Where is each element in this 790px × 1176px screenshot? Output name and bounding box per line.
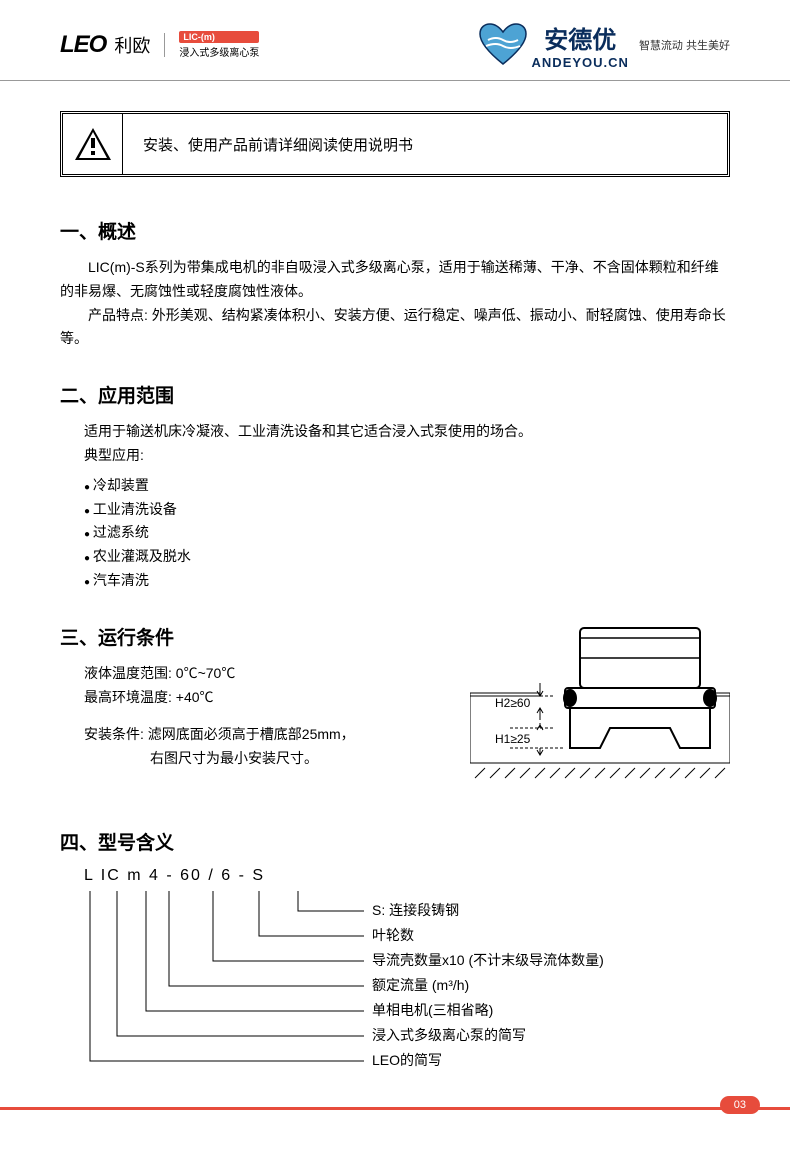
cond-l3: 安装条件: 滤网底面必须高于槽底部25mm， xyxy=(84,723,450,747)
section-conditions: 三、运行条件 液体温度范围: 0℃~70℃ 最高环境温度: +40℃ 安装条件:… xyxy=(60,623,730,798)
list-item: 工业清洗设备 xyxy=(84,498,730,522)
product-badge: LIC-(m) xyxy=(179,31,259,43)
brand-text: 安德优 ANDEYOU.CN xyxy=(532,20,629,70)
svg-text:LEO的简写: LEO的简写 xyxy=(372,1052,442,1068)
app-intro2: 典型应用: xyxy=(84,444,730,468)
product-subtitle: 浸入式多级离心泵 xyxy=(179,44,259,59)
brand-cn: 安德优 xyxy=(544,20,616,55)
warning-icon xyxy=(63,114,123,174)
dim-h1: H1≥25 xyxy=(495,732,531,746)
overview-p1: LIC(m)-S系列为带集成电机的非自吸浸入式多级离心泵，适用于输送稀薄、干净、… xyxy=(60,256,730,304)
list-item: 汽车清洗 xyxy=(84,569,730,593)
list-item: 农业灌溉及脱水 xyxy=(84,545,730,569)
model-code: L IC m 4 - 60 / 6 - S xyxy=(84,867,730,885)
svg-text:导流壳数量x10 (不计末级导流体数量): 导流壳数量x10 (不计末级导流体数量) xyxy=(372,952,604,968)
app-intro: 适用于输送机床冷凝液、工业清洗设备和其它适合浸入式泵使用的场合。 xyxy=(84,420,730,444)
svg-text:叶轮数: 叶轮数 xyxy=(372,927,414,943)
footer-line xyxy=(0,1107,790,1110)
footer: 03 xyxy=(0,1107,790,1110)
warning-box: 安装、使用产品前请详细阅读使用说明书 xyxy=(60,111,730,177)
svg-text:额定流量 (m³/h): 额定流量 (m³/h) xyxy=(372,977,469,993)
install-diagram: H2≥60 H1≥25 xyxy=(470,623,730,798)
list-item: 过滤系统 xyxy=(84,521,730,545)
logo-cn: 利欧 xyxy=(114,32,150,58)
svg-text:浸入式多级离心泵的简写: 浸入式多级离心泵的简写 xyxy=(372,1027,526,1043)
product-label: LIC-(m) 浸入式多级离心泵 xyxy=(179,31,259,59)
warning-text: 安装、使用产品前请详细阅读使用说明书 xyxy=(123,134,433,155)
brand-en: ANDEYOU.CN xyxy=(532,55,629,70)
list-item: 冷却装置 xyxy=(84,474,730,498)
divider xyxy=(164,33,165,57)
section-title: 三、运行条件 xyxy=(60,623,450,650)
app-list: 冷却装置 工业清洗设备 过滤系统 农业灌溉及脱水 汽车清洗 xyxy=(84,474,730,593)
heart-icon xyxy=(478,22,528,68)
header-right: 安德优 ANDEYOU.CN 智慧流动 共生美好 xyxy=(478,20,730,70)
section-overview: 一、概述 LIC(m)-S系列为带集成电机的非自吸浸入式多级离心泵，适用于输送稀… xyxy=(60,217,730,351)
page-number: 03 xyxy=(720,1096,760,1114)
svg-text:单相电机(三相省略): 单相电机(三相省略) xyxy=(372,1002,493,1018)
content: 安装、使用产品前请详细阅读使用说明书 一、概述 LIC(m)-S系列为带集成电机… xyxy=(0,81,790,1176)
page-header: LEO 利欧 LIC-(m) 浸入式多级离心泵 安德优 ANDEYOU.CN 智… xyxy=(0,0,790,81)
section-model: 四、型号含义 L IC m 4 - 60 / 6 - S S: 连接段铸钢 叶轮… xyxy=(60,828,730,1126)
model-diagram: S: 连接段铸钢 叶轮数 导流壳数量x10 (不计末级导流体数量) 额定流量 (… xyxy=(84,891,644,1121)
header-left: LEO 利欧 LIC-(m) 浸入式多级离心泵 xyxy=(60,31,259,59)
svg-text:S: 连接段铸钢: S: 连接段铸钢 xyxy=(372,902,459,918)
section-title: 二、应用范围 xyxy=(60,381,730,408)
logo-en: LEO xyxy=(60,31,106,59)
section-application: 二、应用范围 适用于输送机床冷凝液、工业清洗设备和其它适合浸入式泵使用的场合。 … xyxy=(60,381,730,593)
conditions-text: 三、运行条件 液体温度范围: 0℃~70℃ 最高环境温度: +40℃ 安装条件:… xyxy=(60,623,450,771)
cond-l1: 液体温度范围: 0℃~70℃ xyxy=(84,662,450,686)
section-title: 一、概述 xyxy=(60,217,730,244)
model-breakdown: L IC m 4 - 60 / 6 - S S: 连接段铸钢 叶轮数 导流壳数量… xyxy=(84,867,730,1126)
dim-h2: H2≥60 xyxy=(495,696,531,710)
cond-l4: 右图尺寸为最小安装尺寸。 xyxy=(150,747,450,771)
overview-p2: 产品特点: 外形美观、结构紧凑体积小、安装方便、运行稳定、噪声低、振动小、耐轻腐… xyxy=(60,304,730,352)
cond-l2: 最高环境温度: +40℃ xyxy=(84,686,450,710)
brand-logo: 安德优 ANDEYOU.CN xyxy=(478,20,629,70)
tagline: 智慧流动 共生美好 xyxy=(639,37,730,53)
section-title: 四、型号含义 xyxy=(60,828,730,855)
